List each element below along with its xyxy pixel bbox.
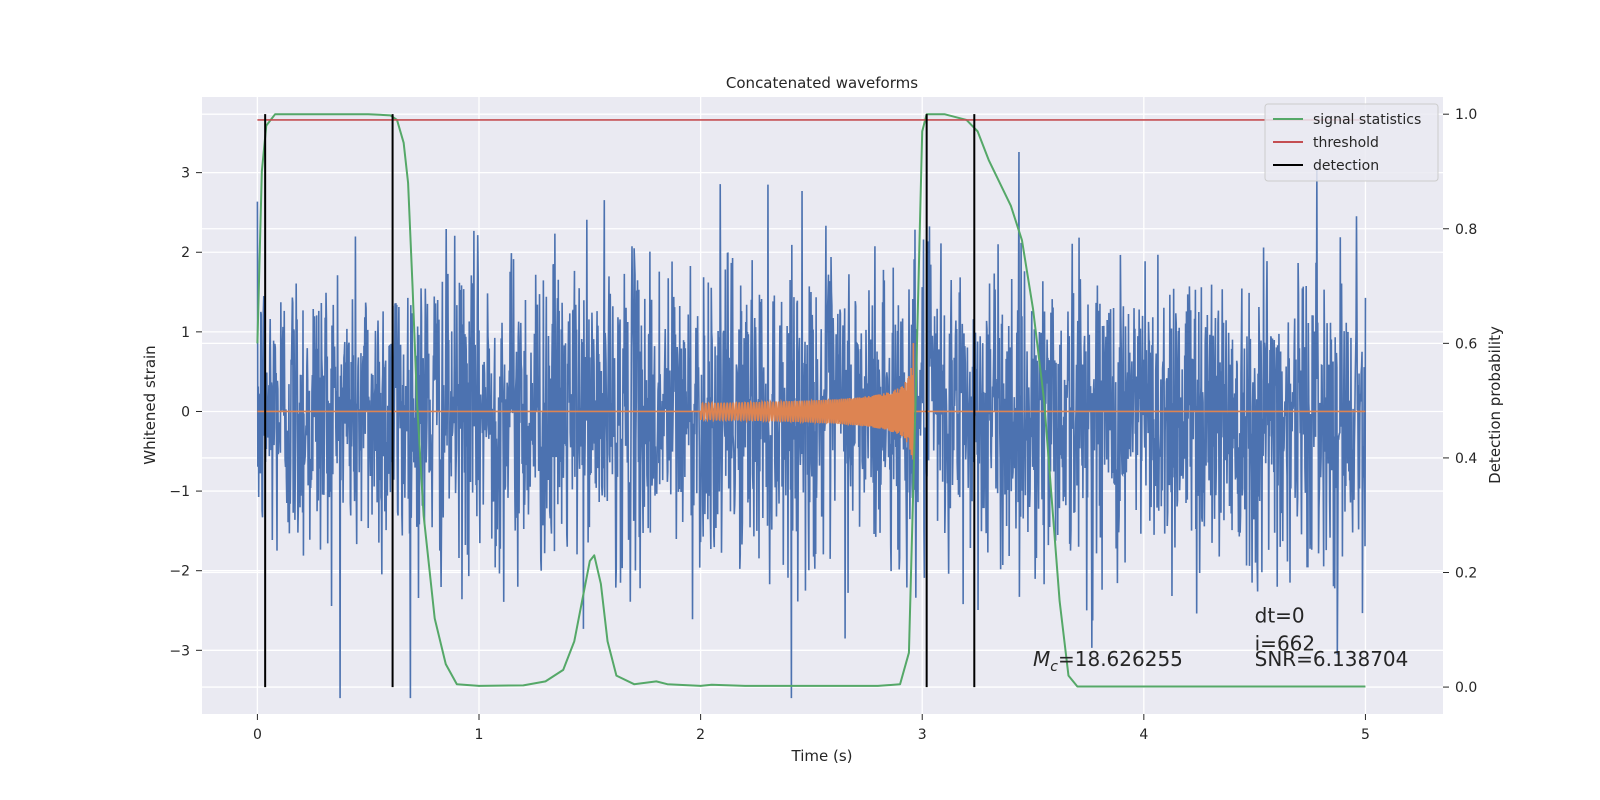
chart-title: Concatenated waveforms bbox=[726, 74, 918, 92]
signal-statistics-line bbox=[256, 113, 1366, 688]
y-axis-label-left: Whitened strain bbox=[141, 345, 159, 464]
legend-label: detection bbox=[1313, 158, 1379, 174]
legend-box bbox=[1264, 103, 1439, 182]
legend-label: threshold bbox=[1313, 135, 1379, 151]
y-right-tick-label: 0.6 bbox=[1455, 336, 1477, 352]
y-axis-label-right: Detection probability bbox=[1486, 326, 1504, 484]
strain-noise-series bbox=[256, 152, 1367, 699]
y-left-tick-label: −2 bbox=[169, 564, 190, 580]
y-right-tick-label: 0.2 bbox=[1455, 565, 1477, 581]
series-layer bbox=[256, 113, 1367, 699]
y-right-tick-label: 0.4 bbox=[1455, 451, 1477, 467]
legend-label: signal statistics bbox=[1313, 112, 1421, 128]
x-tick-label: 4 bbox=[1139, 727, 1148, 743]
y-left-tick-label: 1 bbox=[181, 325, 190, 341]
y-left-tick-label: 2 bbox=[181, 245, 190, 261]
y-left-tick-label: −1 bbox=[169, 484, 190, 500]
annotation-text: Mc=18.626255 bbox=[1033, 647, 1183, 675]
x-tick-label: 1 bbox=[475, 727, 484, 743]
y-right-tick-label: 1.0 bbox=[1455, 107, 1477, 123]
annotation-text: SNR=6.138704 bbox=[1255, 647, 1409, 671]
x-axis-label: Time (s) bbox=[791, 747, 853, 765]
y-right-tick-label: 0.0 bbox=[1455, 680, 1477, 696]
x-tick-label: 0 bbox=[253, 727, 262, 743]
annotation-text: dt=0 bbox=[1255, 603, 1305, 627]
y-right-tick-label: 0.8 bbox=[1455, 222, 1477, 238]
legend: signal statistics threshold detection bbox=[1264, 103, 1439, 182]
x-tick-label: 5 bbox=[1361, 727, 1370, 743]
axes: 0 1 2 3 4 5 −3 −2 −1 0 1 2 3 0.0 0.2 0.4 0.6 0.8 1.0 bbox=[169, 107, 1477, 743]
y-left-tick-label: −3 bbox=[169, 643, 190, 659]
strain-signal-series bbox=[257, 343, 1366, 460]
x-tick-label: 2 bbox=[696, 727, 705, 743]
x-tick-label: 3 bbox=[918, 727, 927, 743]
y-left-tick-label: 3 bbox=[181, 166, 190, 182]
annotation-text: i=662 bbox=[1255, 631, 1316, 655]
y-left-tick-label: 0 bbox=[181, 404, 190, 420]
